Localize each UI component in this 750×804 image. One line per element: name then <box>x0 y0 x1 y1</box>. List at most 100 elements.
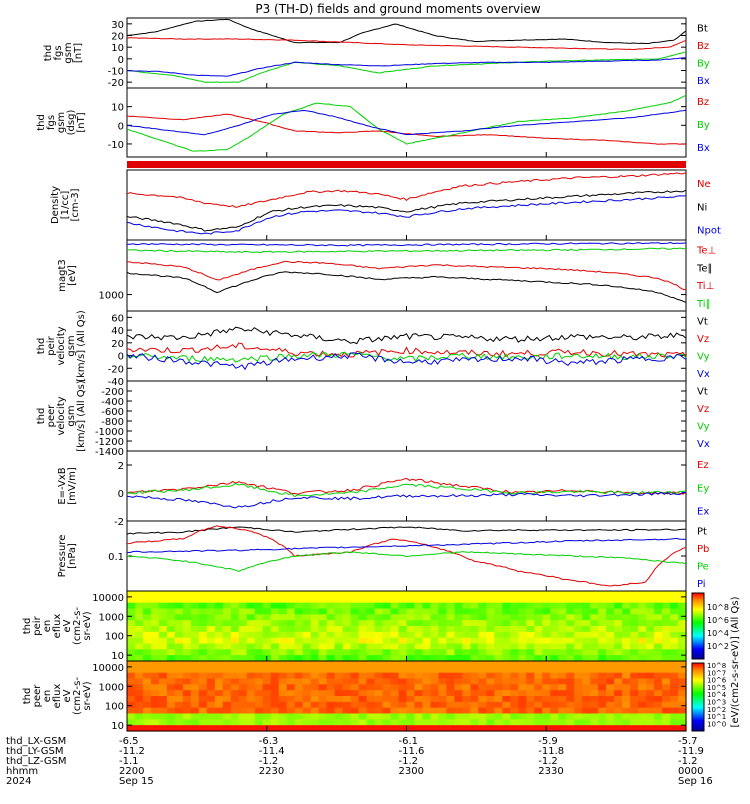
heatmap-cell <box>326 614 336 621</box>
heatmap-cell <box>127 713 136 720</box>
heatmap-cell <box>566 719 575 726</box>
heatmap-cell <box>190 725 200 732</box>
heatmap-cell <box>470 643 479 650</box>
heatmap-cell <box>590 666 599 674</box>
heatmap-cell <box>382 719 392 726</box>
heatmap-cell <box>470 637 479 645</box>
heatmap-cell <box>198 649 208 656</box>
heatmap-cell <box>606 655 615 662</box>
heatmap-cell <box>414 701 424 709</box>
heatmap-cell <box>462 591 471 598</box>
heatmap-cell <box>238 608 248 615</box>
heatmap-cell <box>230 713 240 720</box>
heatmap-cell <box>390 602 400 610</box>
heatmap-cell <box>470 596 479 604</box>
legend-entry: Ne <box>697 179 711 190</box>
heatmap-cell <box>294 690 304 697</box>
heatmap-cell <box>502 596 511 604</box>
heatmap-cell <box>510 690 519 697</box>
heatmap-cell <box>342 626 352 633</box>
heatmap-cell <box>150 649 160 656</box>
heatmap-cell <box>398 649 408 656</box>
heatmap-cell <box>422 666 432 674</box>
heatmap-cell <box>646 684 655 691</box>
y-tick-label: 10000 <box>92 593 124 604</box>
heatmap-cell <box>446 678 456 685</box>
heatmap-cell <box>430 602 440 610</box>
heatmap-cell <box>350 591 360 598</box>
y-axis-label: E=-VxB[mV/m] <box>57 467 78 505</box>
heatmap-cell <box>574 620 583 627</box>
heatmap-cell <box>646 620 655 627</box>
heatmap-cell <box>550 719 559 726</box>
heatmap-cell <box>478 684 487 691</box>
heatmap-cell <box>166 602 176 610</box>
heatmap-cell <box>294 684 304 691</box>
heatmap-cell <box>342 602 352 610</box>
heatmap-cell <box>278 678 288 685</box>
heatmap-cell <box>430 666 440 674</box>
heatmap-cell <box>350 596 360 604</box>
heatmap-cell <box>254 661 264 668</box>
heatmap-cell <box>630 725 639 732</box>
heatmap-cell <box>174 614 184 621</box>
heatmap-cell <box>486 661 495 668</box>
heatmap-cell <box>534 620 543 627</box>
heatmap-cell <box>358 707 368 715</box>
heatmap-cell <box>334 608 344 615</box>
heatmap-cell <box>414 713 424 720</box>
heatmap-cell <box>190 672 200 680</box>
heatmap-cell <box>222 725 232 732</box>
heatmap-cell <box>214 655 224 662</box>
heatmap-cell <box>598 690 607 697</box>
heatmap-cell <box>502 591 511 598</box>
heatmap-cell <box>550 614 559 621</box>
heatmap-cell <box>390 707 400 715</box>
heatmap-cell <box>270 637 280 645</box>
heatmap-cell <box>494 631 503 639</box>
heatmap-cell <box>150 655 160 662</box>
heatmap-cell <box>654 608 663 615</box>
heatmap-cell <box>398 690 408 697</box>
heatmap-cell <box>174 591 184 598</box>
heatmap-cell <box>414 690 424 697</box>
heatmap-cell <box>406 713 416 720</box>
heatmap-cell <box>158 591 168 598</box>
heatmap-cell <box>678 707 687 715</box>
colorbar-tick: 10^5 <box>707 684 726 692</box>
heatmap-cell <box>206 626 216 633</box>
heatmap-cell <box>574 655 583 662</box>
heatmap-cell <box>454 637 463 645</box>
heatmap-cell <box>670 684 679 691</box>
heatmap-cell <box>182 719 192 726</box>
heatmap-cell <box>310 637 320 645</box>
heatmap-cell <box>582 620 591 627</box>
heatmap-cell <box>510 719 519 726</box>
heatmap-cell <box>446 701 456 709</box>
heatmap-cell <box>310 684 320 691</box>
heatmap-cell <box>502 666 511 674</box>
heatmap-cell <box>127 643 136 650</box>
heatmap-cell <box>350 701 360 709</box>
heatmap-cell <box>606 678 615 685</box>
heatmap-cell <box>342 643 352 650</box>
heatmap-cell <box>518 637 527 645</box>
heatmap-cell <box>638 649 647 656</box>
heatmap-cell <box>550 684 559 691</box>
heatmap-cell <box>478 614 487 621</box>
heatmap-cell <box>390 637 400 645</box>
heatmap-cell <box>630 713 639 720</box>
heatmap-cell <box>206 637 216 645</box>
heatmap-cell <box>646 713 655 720</box>
heatmap-cell <box>254 631 264 639</box>
heatmap-cell <box>198 725 208 732</box>
series-Ni <box>126 189 687 232</box>
heatmap-cell <box>630 690 639 697</box>
heatmap-cell <box>486 684 495 691</box>
heatmap-cell <box>270 684 280 691</box>
heatmap-cell <box>494 672 503 680</box>
heatmap-cell <box>582 643 591 650</box>
heatmap-cell <box>270 620 280 627</box>
heatmap-cell <box>214 696 224 703</box>
heatmap-cell <box>582 701 591 709</box>
